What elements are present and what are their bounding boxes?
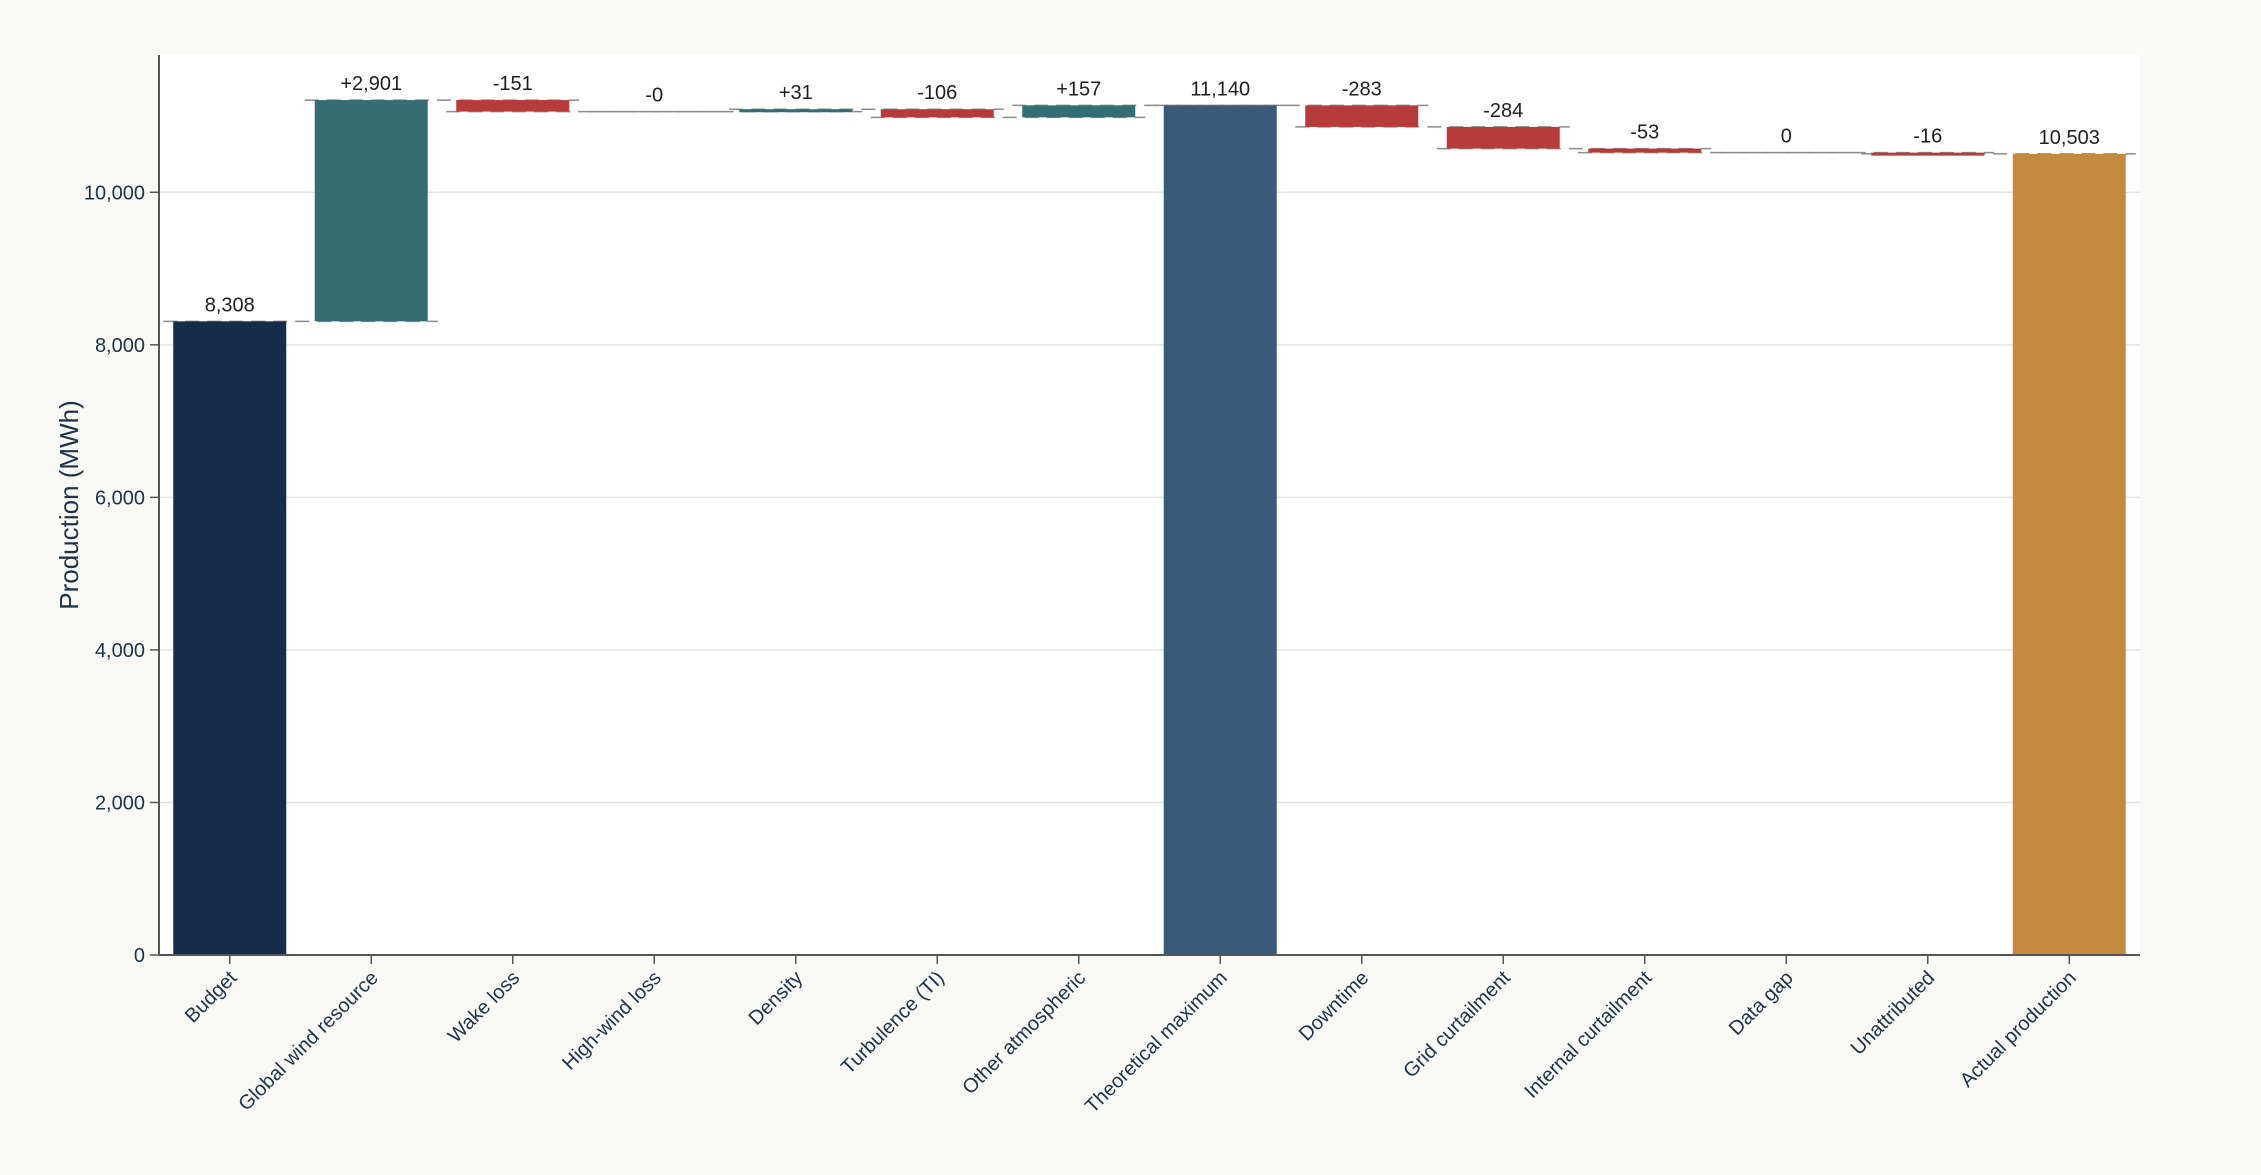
bar-unattributed bbox=[1871, 152, 1985, 156]
value-label: -53 bbox=[1630, 122, 1659, 144]
y-tick-label: 10,000 bbox=[84, 182, 145, 204]
value-label: 8,308 bbox=[205, 294, 255, 316]
bar-theoretical-maximum bbox=[1163, 105, 1277, 955]
x-tick-label: Turbulence (TI) bbox=[837, 967, 949, 1079]
bar-turbulence-ti bbox=[880, 109, 994, 118]
value-label: -0 bbox=[645, 85, 663, 107]
value-label: -284 bbox=[1483, 100, 1523, 122]
bar-wake-loss bbox=[456, 100, 570, 112]
value-label: +2,901 bbox=[340, 73, 402, 95]
value-label: 10,503 bbox=[2039, 127, 2100, 149]
bar-budget bbox=[173, 321, 287, 955]
x-tick-label: Density bbox=[745, 967, 808, 1030]
axes bbox=[158, 55, 2140, 956]
y-axis-ticks: 0 2,000 4,000 6,000 8,000 10,000 bbox=[84, 182, 159, 967]
x-tick-label: Unattributed bbox=[1847, 967, 1940, 1060]
bar-internal-curtailment bbox=[1588, 148, 1702, 153]
bar-actual-production bbox=[2012, 153, 2126, 956]
x-tick-label: Grid curtailment bbox=[1399, 967, 1515, 1083]
x-tick-label: Actual production bbox=[1956, 967, 2081, 1092]
x-tick-label: Internal curtailment bbox=[1520, 967, 1656, 1103]
value-label: 0 bbox=[1781, 126, 1792, 148]
value-label: 11,140 bbox=[1190, 78, 1250, 100]
value-label: -106 bbox=[917, 82, 957, 104]
bar-global-wind-resource bbox=[314, 100, 428, 322]
bar-downtime bbox=[1305, 105, 1419, 127]
bar-other-atmospheric bbox=[1022, 105, 1136, 118]
x-tick-label: Other atmospheric bbox=[958, 967, 1090, 1099]
x-tick-label: Wake loss bbox=[444, 967, 524, 1047]
x-tick-label: Global wind resource bbox=[234, 967, 382, 1115]
bars bbox=[173, 100, 2126, 956]
value-label: +31 bbox=[779, 82, 813, 104]
value-label: -16 bbox=[1913, 126, 1942, 148]
value-labels: 8,308 +2,901 -151 -0 +31 -106 +157 11,140 -283 -2… bbox=[205, 73, 2100, 316]
value-label: +157 bbox=[1056, 78, 1101, 100]
y-tick-label: 4,000 bbox=[95, 640, 145, 662]
bar-density bbox=[739, 109, 853, 113]
x-tick-label: High-wind loss bbox=[558, 967, 666, 1075]
y-tick-label: 6,000 bbox=[95, 487, 145, 509]
value-label: -283 bbox=[1342, 78, 1382, 100]
y-tick-label: 8,000 bbox=[95, 335, 145, 357]
bar-grid-curtailment bbox=[1446, 126, 1560, 149]
gridlines bbox=[159, 191, 2140, 804]
y-tick-label: 0 bbox=[134, 945, 145, 967]
y-axis-title: Production (MWh) bbox=[54, 400, 84, 610]
plot-area bbox=[159, 55, 2140, 955]
value-label: -151 bbox=[493, 73, 533, 95]
x-tick-label: Budget bbox=[181, 967, 242, 1028]
x-tick-label: Downtime bbox=[1295, 967, 1373, 1045]
x-tick-label: Theoretical maximum bbox=[1081, 967, 1232, 1118]
y-tick-label: 2,000 bbox=[95, 792, 145, 814]
x-tick-label: Data gap bbox=[1725, 967, 1798, 1040]
